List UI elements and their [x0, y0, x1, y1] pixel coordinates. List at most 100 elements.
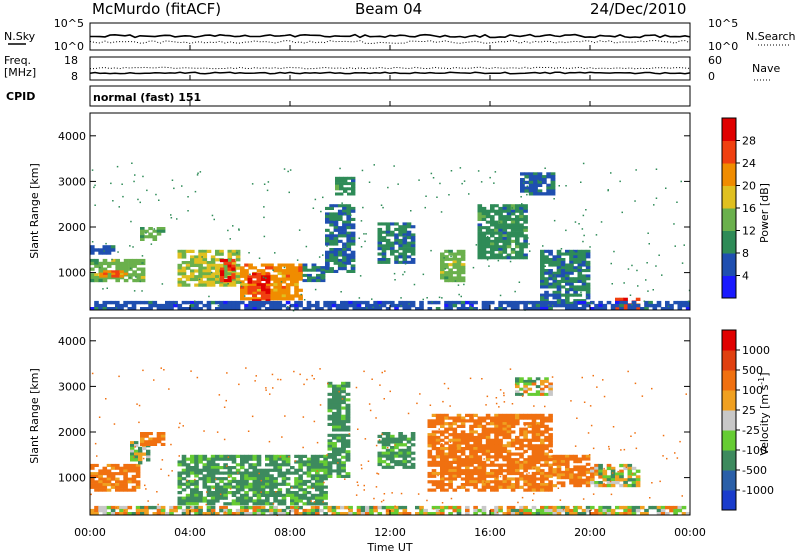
data-cell [402, 434, 408, 438]
data-cell [490, 438, 495, 442]
data-cell [490, 248, 495, 252]
data-cell [541, 175, 547, 179]
data-cell [306, 496, 312, 500]
data-cell [540, 300, 545, 305]
data-cell [677, 307, 683, 311]
data-cell [98, 276, 104, 280]
data-cell [581, 285, 587, 289]
data-cell [327, 466, 333, 470]
data-cell [240, 505, 245, 510]
scatter-point [591, 302, 593, 304]
data-cell [156, 232, 162, 236]
data-cell [506, 242, 512, 246]
data-cell [336, 447, 342, 451]
scatter-point [224, 511, 226, 513]
scatter-point [526, 473, 528, 475]
data-cell [315, 505, 320, 510]
data-cell [540, 452, 545, 456]
scatter-point [225, 399, 227, 402]
data-cell [252, 266, 258, 270]
data-cell [502, 447, 508, 451]
data-cell [569, 271, 574, 275]
data-cell [452, 257, 458, 261]
data-cell [590, 478, 595, 482]
scatter-point [203, 430, 205, 432]
scatter-point [371, 298, 373, 300]
data-cell [510, 488, 516, 492]
data-cell [444, 447, 449, 451]
data-cell [515, 413, 520, 417]
data-cell [240, 297, 245, 301]
data-cell [346, 242, 352, 246]
data-cell [540, 299, 545, 303]
data-cell [94, 463, 99, 467]
data-cell [631, 505, 637, 510]
data-cell [281, 303, 287, 308]
data-cell [581, 300, 587, 305]
data-cell [294, 280, 299, 284]
data-cell [390, 465, 395, 469]
scatter-point [391, 492, 393, 494]
data-cell [573, 266, 578, 270]
data-cell [298, 468, 303, 472]
scatter-point [283, 168, 286, 170]
data-cell [181, 502, 187, 506]
data-cell [490, 455, 495, 459]
data-cell [107, 270, 112, 273]
data-cell [298, 479, 303, 484]
data-cell [269, 477, 274, 481]
data-cell [481, 447, 487, 451]
data-cell [220, 276, 225, 280]
data-cell [290, 303, 295, 308]
data-cell [510, 477, 516, 481]
data-cell [252, 293, 257, 297]
data-cell [385, 457, 391, 461]
data-cell [577, 249, 583, 253]
data-cell [610, 307, 616, 311]
scatter-point [251, 415, 254, 418]
data-cell [381, 432, 387, 436]
data-cell [235, 463, 241, 467]
data-cell [135, 483, 141, 487]
data-cell [440, 452, 445, 456]
data-cell [285, 482, 291, 486]
data-cell [252, 502, 258, 506]
data-cell [627, 475, 633, 479]
data-cell [343, 176, 348, 180]
data-cell [329, 237, 334, 241]
data-cell [465, 438, 470, 442]
data-cell [494, 416, 499, 420]
data-cell [341, 450, 346, 454]
nave-series [89, 66, 691, 70]
data-cell [485, 444, 491, 448]
data-cell [240, 474, 245, 478]
data-cell [410, 462, 416, 467]
scatter-point [529, 446, 531, 449]
data-cell [210, 460, 216, 464]
data-cell [531, 512, 537, 516]
data-cell [448, 452, 453, 456]
data-cell [336, 450, 342, 454]
scatter-point [271, 373, 274, 376]
data-cell [135, 466, 141, 470]
data-cell [252, 457, 258, 461]
data-cell [346, 215, 352, 219]
data-cell [435, 463, 441, 467]
scatter-point [436, 487, 439, 489]
data-cell [223, 303, 228, 308]
data-cell [215, 280, 220, 284]
colorbar-swatch [722, 163, 736, 186]
data-cell [448, 471, 453, 476]
data-cell [135, 508, 141, 513]
data-cell [277, 457, 283, 461]
data-cell [319, 454, 324, 458]
data-cell [140, 258, 146, 263]
scatter-point [142, 175, 144, 178]
data-cell [177, 460, 183, 464]
data-cell [310, 466, 316, 470]
data-cell [494, 474, 499, 478]
data-cell [190, 508, 195, 513]
data-cell [427, 422, 433, 426]
data-cell [269, 283, 274, 287]
data-cell [619, 505, 624, 510]
